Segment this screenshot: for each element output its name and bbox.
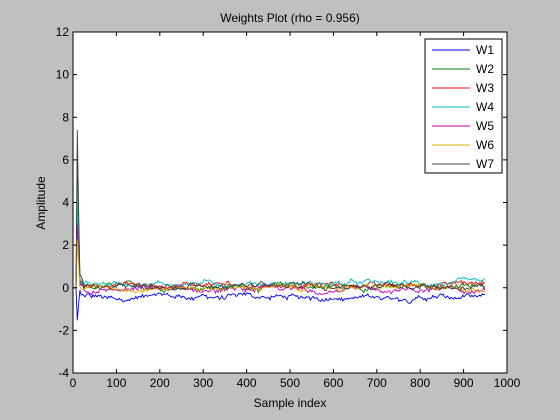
legend-label-w5: W5 xyxy=(476,119,494,133)
x-tick-label: 700 xyxy=(367,376,387,390)
series-line-w7 xyxy=(73,129,485,292)
legend-label-w7: W7 xyxy=(476,157,494,171)
x-tick-label: 200 xyxy=(150,376,170,390)
x-tick-label: 600 xyxy=(323,376,343,390)
y-tick-label: 12 xyxy=(56,25,70,39)
y-tick-label: 6 xyxy=(62,153,69,167)
legend: W1 W2 W3 W4 W5 W6 W7 xyxy=(424,38,503,174)
series-layer xyxy=(73,129,486,321)
y-tick-label: -4 xyxy=(58,366,69,380)
x-axis-label: Sample index xyxy=(254,396,327,410)
y-tick-label: 4 xyxy=(62,196,69,210)
x-tick-label: 500 xyxy=(280,376,300,390)
y-tick-label: 10 xyxy=(56,68,70,82)
y-tick-label: 8 xyxy=(62,110,69,124)
series-line-w5 xyxy=(73,225,486,296)
ticks-layer: 0 100 200 300 400 500 600 700 800 900 1000 -4 -2 0 2 4 6… xyxy=(56,25,521,390)
x-tick-label: 900 xyxy=(454,376,474,390)
x-tick-label: 100 xyxy=(106,376,126,390)
chart-title: Weights Plot (rho = 0.956) xyxy=(220,11,360,25)
y-tick-label: 0 xyxy=(62,281,69,295)
legend-label-w6: W6 xyxy=(476,138,494,152)
x-tick-label: 1000 xyxy=(494,376,521,390)
legend-label-w2: W2 xyxy=(476,62,494,76)
y-axis-label: Amplitude xyxy=(34,176,48,230)
x-tick-label: 800 xyxy=(410,376,430,390)
y-tick-label: -2 xyxy=(58,323,69,337)
legend-label-w3: W3 xyxy=(476,81,494,95)
series-line-w1 xyxy=(73,287,486,321)
legend-label-w4: W4 xyxy=(476,100,494,114)
x-tick-label: 300 xyxy=(193,376,213,390)
legend-box xyxy=(424,38,503,174)
legend-label-w1: W1 xyxy=(476,43,494,57)
x-tick-label: 400 xyxy=(237,376,257,390)
series-line-w6 xyxy=(73,239,486,294)
y-tick-label: 2 xyxy=(62,238,69,252)
x-tick-label: 0 xyxy=(70,376,77,390)
